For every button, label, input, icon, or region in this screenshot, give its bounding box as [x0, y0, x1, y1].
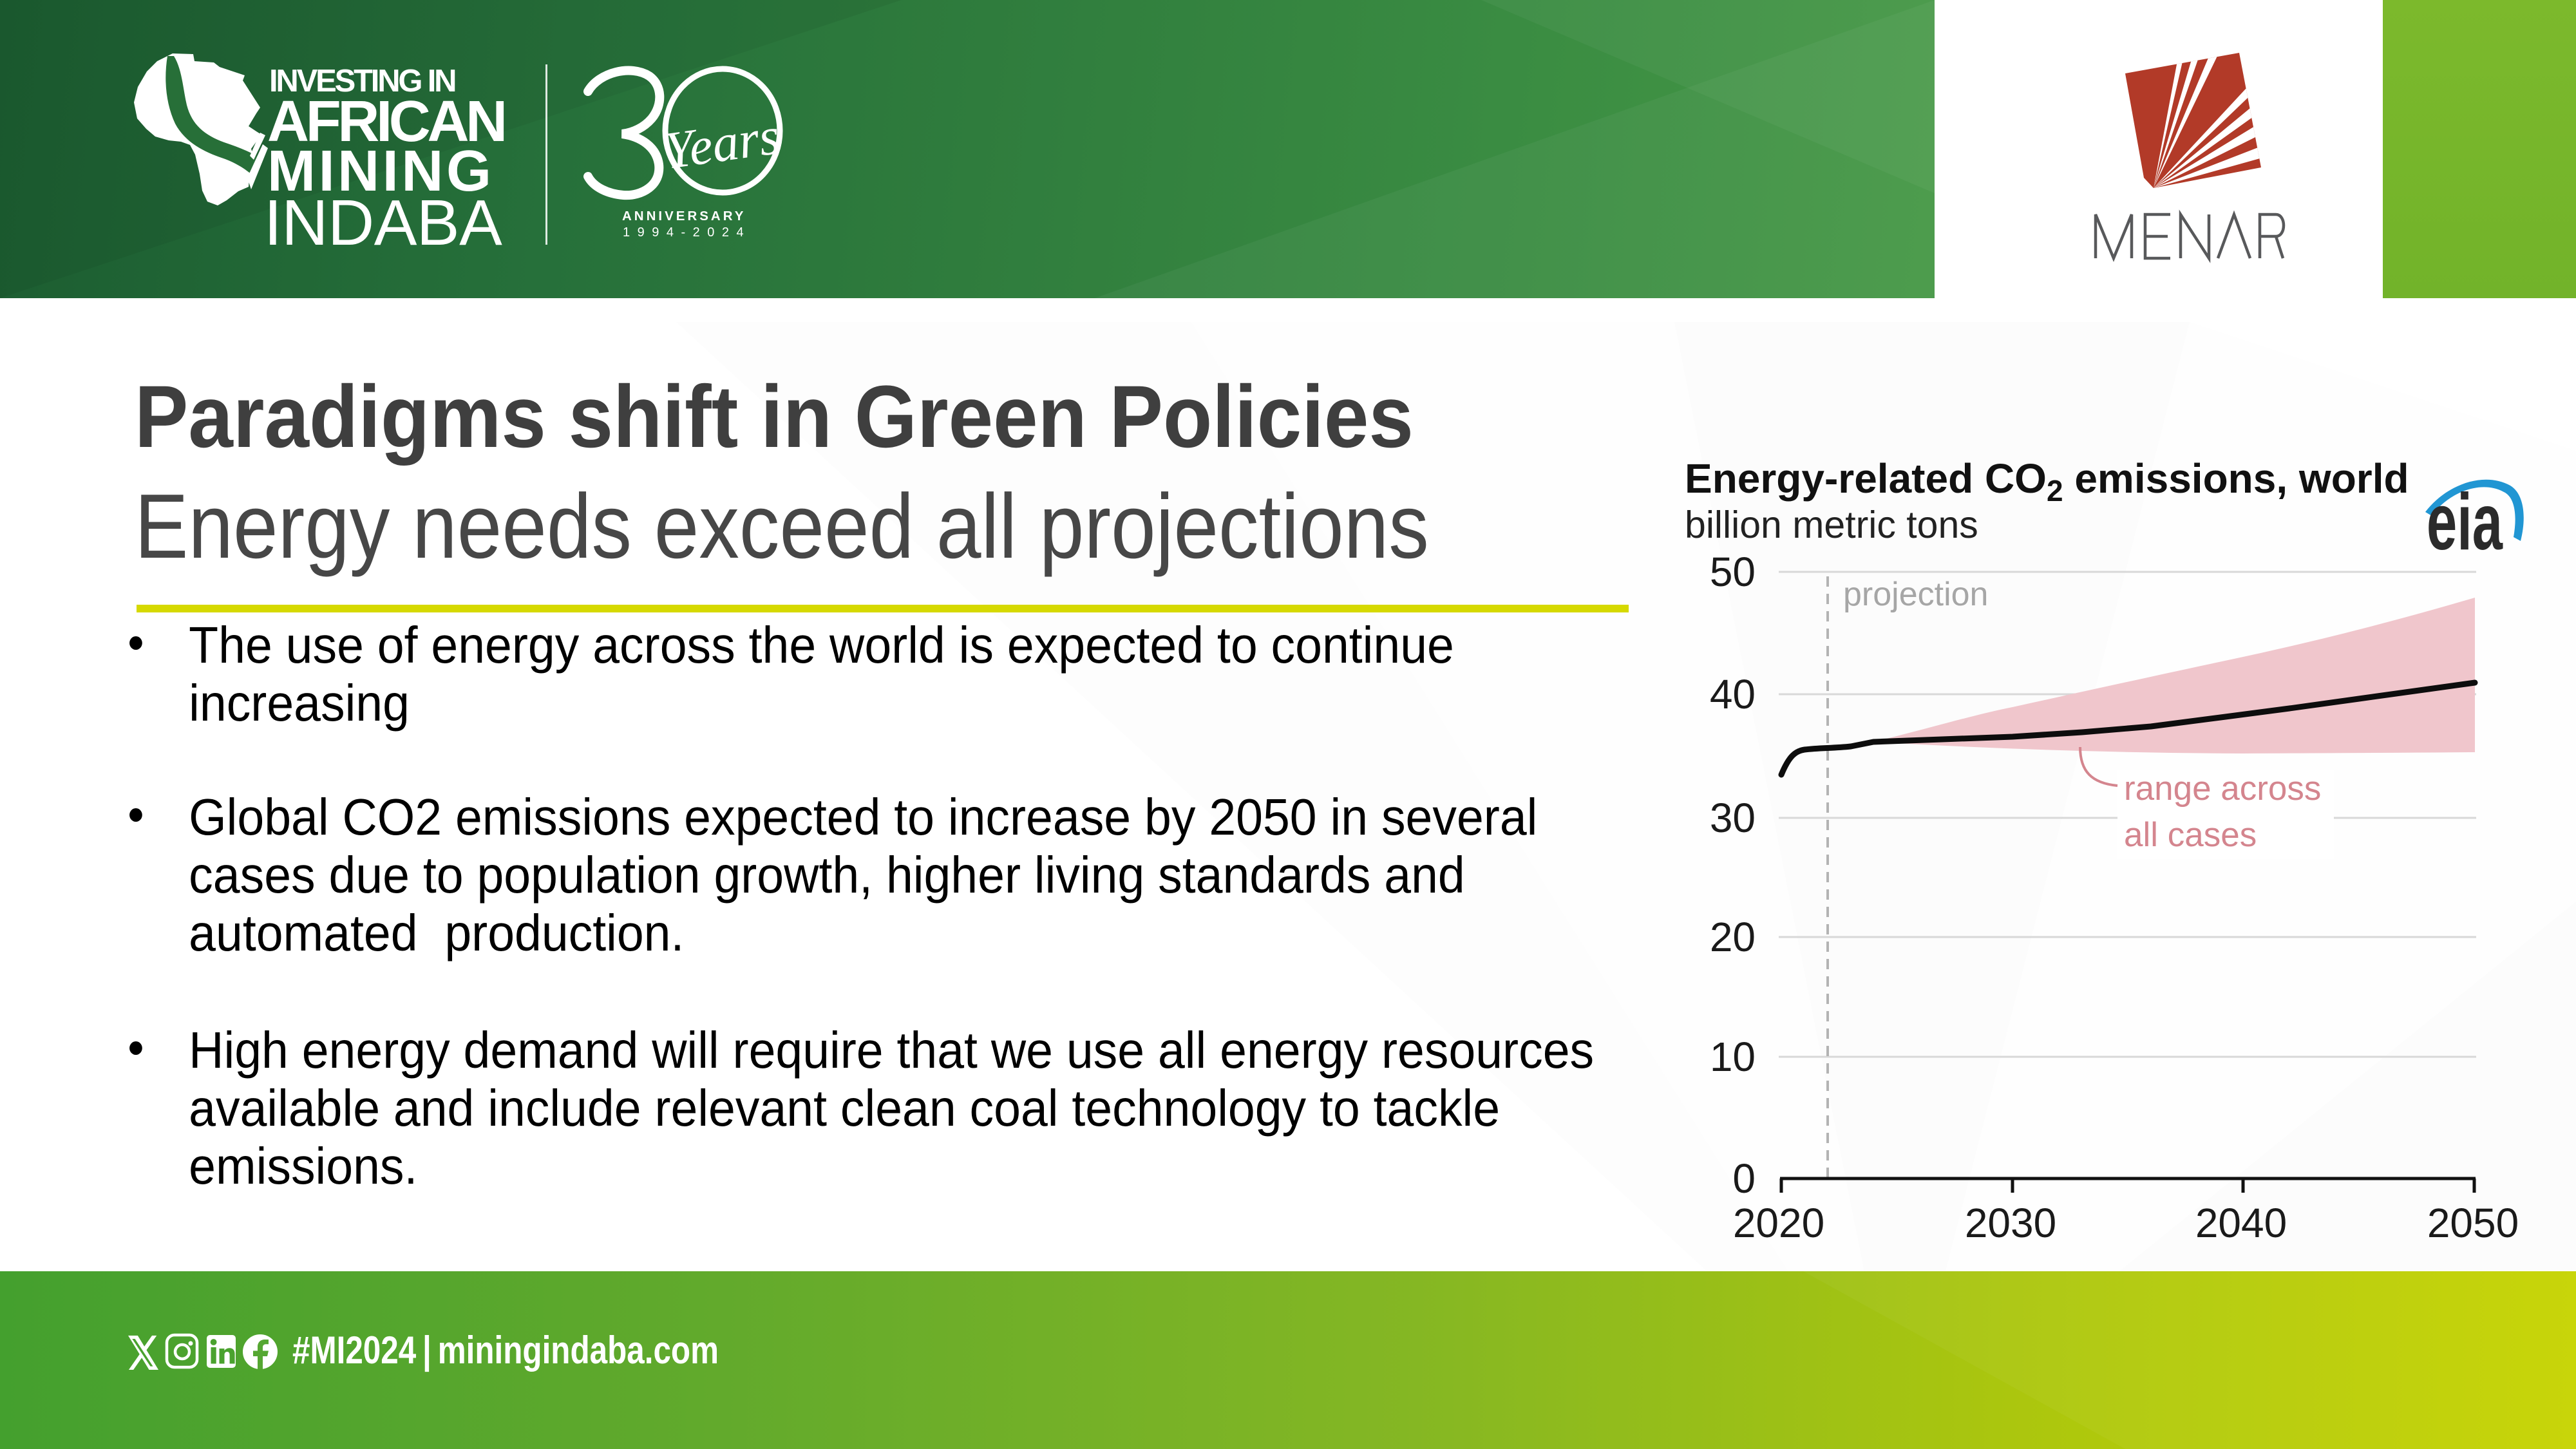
svg-text:10: 10 [1710, 1034, 1756, 1080]
svg-text:AFRICAN: AFRICAN [267, 90, 504, 154]
svg-text:2030: 2030 [1965, 1200, 2056, 1246]
svg-text:billion metric tons: billion metric tons [1685, 504, 1978, 546]
svg-text:2020: 2020 [1733, 1200, 1824, 1246]
svg-text:eia: eia [2427, 478, 2503, 567]
svg-text:projection: projection [1843, 576, 1988, 613]
svg-text:MINING: MINING [267, 139, 495, 204]
svg-text:30: 30 [1710, 795, 1756, 841]
svg-text:1994-2024: 1994-2024 [623, 225, 751, 240]
svg-text:20: 20 [1710, 914, 1756, 960]
svg-text:40: 40 [1710, 671, 1756, 717]
svg-text:0: 0 [1732, 1155, 1756, 1202]
svg-text:INVESTING IN: INVESTING IN [269, 64, 455, 99]
svg-text:50: 50 [1710, 549, 1756, 595]
svg-text:2040: 2040 [2195, 1200, 2287, 1246]
svg-text:Energy-related CO2 emissions,: Energy-related CO2 emissions, world [1685, 455, 2409, 507]
svg-text:range across: range across [2124, 770, 2321, 808]
svg-text:INDABA: INDABA [264, 187, 502, 259]
svg-text:2050: 2050 [2427, 1200, 2519, 1246]
svg-text:all cases: all cases [2124, 816, 2257, 854]
svg-text:ANNIVERSARY: ANNIVERSARY [622, 209, 746, 223]
